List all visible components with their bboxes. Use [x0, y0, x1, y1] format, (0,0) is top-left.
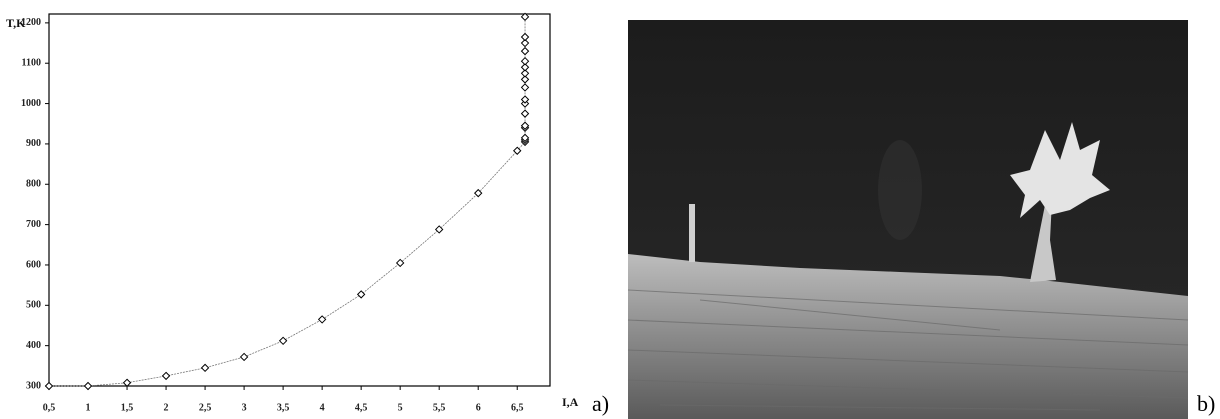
x-tick-label: 0,5 — [43, 402, 56, 413]
data-point — [124, 379, 131, 386]
data-point — [319, 316, 326, 323]
y-tick-label: 800 — [26, 179, 41, 190]
y-tick-label: 1100 — [22, 58, 41, 69]
data-point — [46, 383, 53, 390]
x-tick-label: 2 — [164, 402, 169, 413]
data-point — [202, 364, 209, 371]
x-tick-label: 5,5 — [433, 402, 446, 413]
data-point — [522, 110, 529, 117]
x-tick-label: 3,5 — [277, 402, 290, 413]
x-tick-label: 1 — [86, 402, 91, 413]
x-tick-label: 6,5 — [511, 402, 524, 413]
y-tick-label: 1200 — [21, 17, 41, 28]
x-tick-label: 4 — [320, 402, 325, 413]
data-point — [85, 383, 92, 390]
y-tick-label: 900 — [26, 138, 41, 149]
series-line — [49, 17, 525, 386]
data-point — [163, 372, 170, 379]
x-tick-label: 4,5 — [355, 402, 368, 413]
y-tick-label: 300 — [26, 380, 41, 391]
chart: T,K I,A a) b) 30040050060070080090010001… — [0, 0, 1220, 419]
data-point — [522, 58, 529, 65]
x-axis-label: I,A — [562, 395, 579, 409]
data-point — [522, 33, 529, 40]
figure: T,K I,A a) b) 30040050060070080090010001… — [0, 0, 1220, 419]
y-tick-label: 400 — [26, 340, 41, 351]
x-tick-label: 2,5 — [199, 402, 212, 413]
y-tick-label: 500 — [26, 300, 41, 311]
y-tick-label: 700 — [26, 219, 41, 230]
y-tick-label: 600 — [26, 259, 41, 270]
x-tick-label: 3 — [242, 402, 247, 413]
data-point — [522, 48, 529, 55]
x-tick-label: 5 — [398, 402, 403, 413]
x-tick-label: 6 — [476, 402, 481, 413]
data-point — [241, 353, 248, 360]
y-tick-label: 1000 — [21, 98, 41, 109]
plot-frame — [49, 14, 550, 386]
panel-label: b) — [1197, 391, 1215, 416]
data-point — [280, 337, 287, 344]
sem-photo — [628, 20, 1188, 419]
data-point — [522, 84, 529, 91]
x-tick-label: 1,5 — [121, 402, 134, 413]
panel-label: a) — [592, 391, 609, 416]
